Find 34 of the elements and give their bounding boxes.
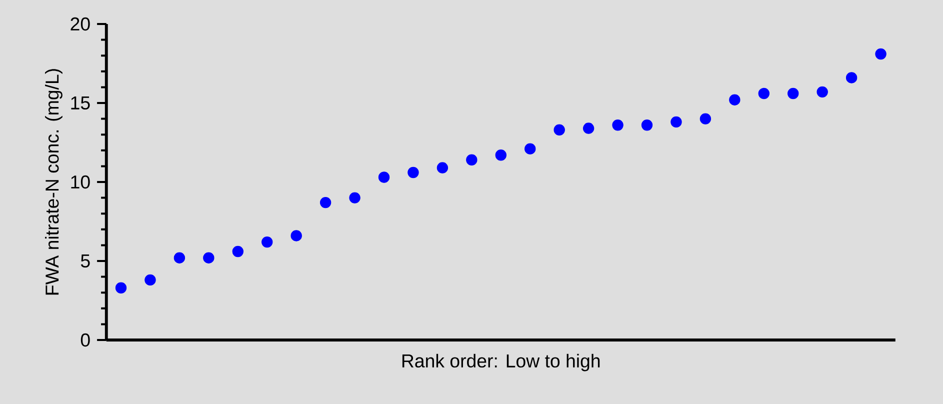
point	[495, 150, 506, 161]
point	[612, 120, 624, 131]
point	[466, 154, 478, 166]
point	[554, 124, 565, 136]
y-tick-label: 0	[80, 333, 90, 347]
point	[846, 72, 858, 84]
point	[144, 274, 156, 286]
point	[788, 88, 799, 100]
point	[700, 113, 712, 124]
point	[203, 252, 214, 264]
point	[582, 122, 594, 134]
point	[349, 192, 360, 204]
point	[641, 120, 653, 131]
y-tick-label: 5	[80, 254, 90, 268]
y-tick-label: 10	[71, 175, 90, 189]
point	[290, 230, 302, 242]
point	[729, 94, 740, 106]
point	[232, 246, 244, 258]
point	[262, 236, 273, 248]
point	[320, 196, 332, 208]
y-axis-title: FWA nitrate-N conc. (mg/L)	[45, 69, 62, 295]
point	[408, 166, 419, 178]
point	[670, 116, 682, 128]
point	[174, 252, 186, 264]
point	[436, 162, 448, 174]
x-axis-title: Rank order: Low to high	[402, 354, 600, 372]
y-tick-label: 20	[70, 17, 90, 31]
point	[816, 86, 828, 98]
point	[378, 172, 390, 183]
point	[115, 282, 127, 294]
point	[875, 48, 886, 60]
point	[758, 88, 770, 100]
point	[524, 143, 536, 154]
y-tick-label: 15	[71, 96, 90, 110]
